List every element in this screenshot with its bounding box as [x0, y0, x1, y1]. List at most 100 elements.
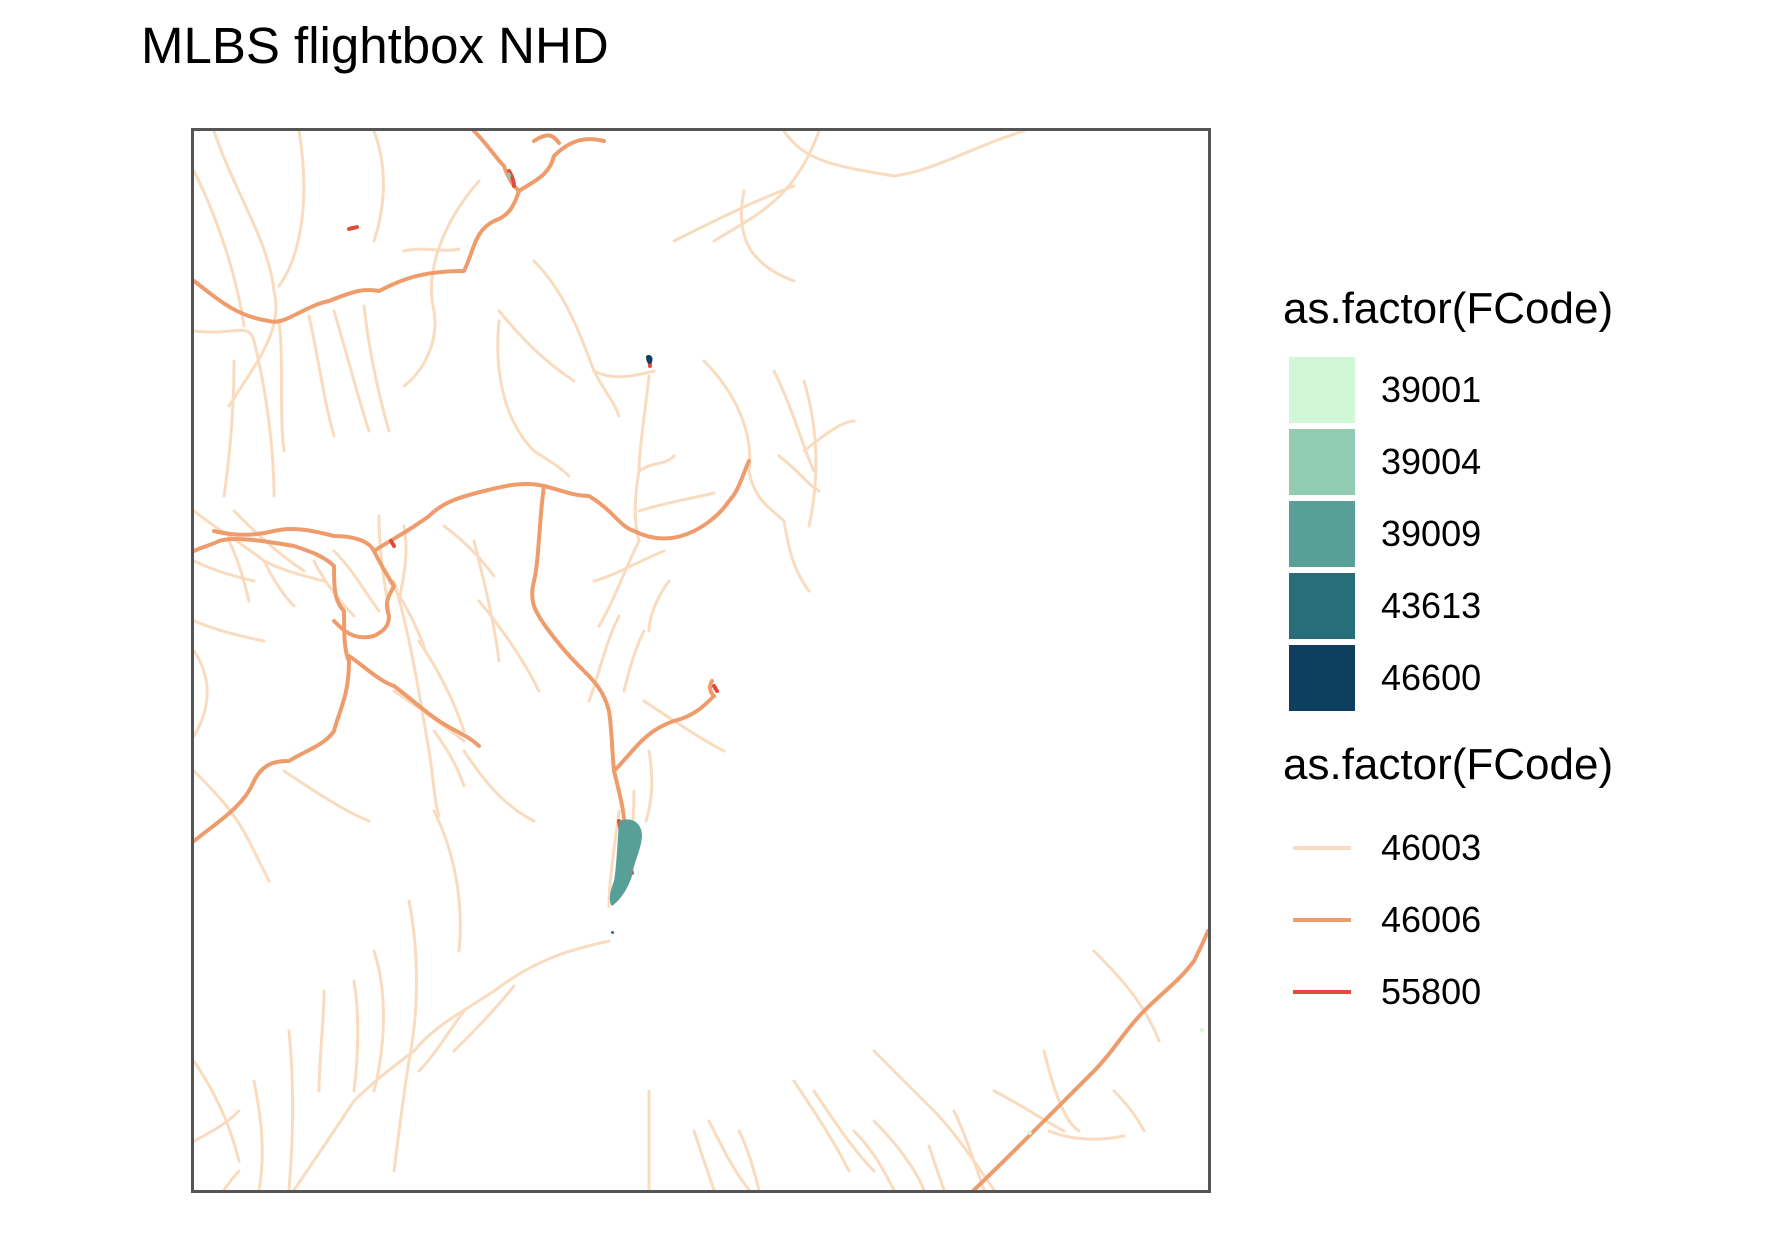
legend-label-46003: 46003	[1381, 827, 1482, 868]
stream-46003	[802, 419, 856, 453]
stream-46003	[622, 629, 646, 693]
stream-46003	[212, 131, 278, 408]
legend-label-43613: 43613	[1381, 585, 1482, 626]
channel-55800	[507, 169, 516, 188]
river-46006	[530, 484, 616, 773]
stream-46003	[692, 1129, 716, 1190]
waterbody-39001	[1199, 1028, 1204, 1032]
waterbody-39004	[506, 172, 511, 180]
stream-46003	[792, 1079, 851, 1173]
legend-label-55800: 55800	[1381, 971, 1482, 1012]
stream-46003	[592, 369, 656, 379]
river-46006	[612, 694, 716, 773]
legend-item-46003: 46003	[1283, 815, 1703, 881]
legend-label-46006: 46006	[1381, 899, 1482, 940]
legend-item-46006: 46006	[1283, 887, 1703, 953]
stream-46003	[282, 769, 371, 823]
river-46006	[194, 189, 521, 324]
stream-46003	[497, 309, 576, 383]
stream-46003	[194, 559, 256, 583]
legend-line-46006	[1293, 918, 1351, 922]
stream-46003	[597, 539, 641, 628]
river-46006	[972, 929, 1208, 1190]
stream-46003	[812, 1089, 876, 1173]
river-46006	[707, 679, 716, 698]
stream-46003	[417, 1009, 466, 1073]
stream-46003	[952, 1109, 986, 1190]
stream-46003	[737, 1129, 761, 1190]
stream-46003	[307, 314, 336, 438]
river-46006	[332, 614, 391, 640]
legend-swatch-39009	[1289, 501, 1355, 567]
river-46006	[532, 133, 561, 145]
stream-46003	[262, 559, 296, 608]
stream-46003	[194, 649, 209, 738]
legend-label-46600: 46600	[1381, 657, 1482, 698]
stream-46003	[712, 131, 821, 243]
stream-46003	[392, 579, 441, 818]
stream-46003	[392, 899, 418, 1173]
flowline-layer-55800	[347, 169, 719, 875]
river-46006	[194, 536, 351, 843]
stream-46003	[802, 379, 818, 528]
river-46006	[612, 769, 626, 823]
legend-item-39004: 39004	[1283, 429, 1703, 495]
stream-46003	[317, 989, 326, 1093]
stream-46003	[277, 319, 286, 453]
stream-46003	[707, 1119, 751, 1190]
stream-46003	[637, 454, 676, 473]
legend-swatch-39004	[1289, 429, 1355, 495]
legend-label-39009: 39009	[1381, 513, 1482, 554]
legend-title-waterbodies: as.factor(FCode)	[1283, 284, 1614, 333]
stream-46003	[672, 184, 796, 243]
flowline-layer-46003	[194, 131, 1161, 1190]
stream-46003	[642, 699, 726, 753]
stream-46003	[927, 1144, 946, 1190]
stream-46003	[222, 359, 236, 498]
legend-swatch-46600	[1289, 645, 1355, 711]
stream-46003	[992, 1089, 1066, 1133]
stream-46003	[872, 1049, 996, 1190]
stream-46003	[227, 539, 251, 603]
legend-line-55800	[1293, 990, 1351, 994]
stream-46003	[462, 749, 536, 823]
stream-46003	[777, 454, 821, 493]
waterbody-layer	[506, 172, 1204, 1135]
stream-46003	[432, 729, 466, 788]
stream-46003	[194, 169, 246, 328]
stream-46003	[1047, 1129, 1126, 1141]
stream-46003	[496, 319, 571, 478]
legend-line-46003	[1293, 846, 1351, 850]
stream-46003	[194, 619, 266, 643]
stream-46003	[402, 179, 481, 388]
legend-item-39009: 39009	[1283, 501, 1703, 567]
waterbody-46600	[646, 354, 653, 364]
stream-46003	[587, 614, 621, 703]
stream-46003	[292, 1099, 356, 1190]
channel-55800	[389, 539, 396, 548]
waterbody-43613	[610, 931, 615, 934]
legend-label-39001: 39001	[1381, 369, 1482, 410]
river-46006	[482, 459, 751, 541]
stream-46003	[362, 304, 391, 433]
stream-46003	[592, 549, 666, 583]
stream-46003	[372, 949, 385, 1093]
stream-46003	[222, 1169, 241, 1190]
stream-46003	[633, 374, 651, 543]
flowline-layer-46006	[194, 131, 1208, 1190]
river-46006	[372, 489, 486, 553]
stream-46003	[194, 1109, 241, 1143]
stream-46003	[252, 1079, 264, 1190]
stream-46003	[287, 1029, 295, 1190]
legend-item-46600: 46600	[1283, 645, 1703, 711]
legend-item-55800: 55800	[1283, 959, 1703, 1025]
legend-item-43613: 43613	[1283, 573, 1703, 639]
stream-46003	[1092, 949, 1161, 1043]
river-46006	[347, 654, 481, 748]
stream-46003	[452, 984, 516, 1053]
stream-46003	[194, 328, 256, 343]
stream-46003	[442, 524, 496, 578]
stream-46003	[277, 131, 306, 288]
waterbody-39009	[609, 819, 642, 906]
